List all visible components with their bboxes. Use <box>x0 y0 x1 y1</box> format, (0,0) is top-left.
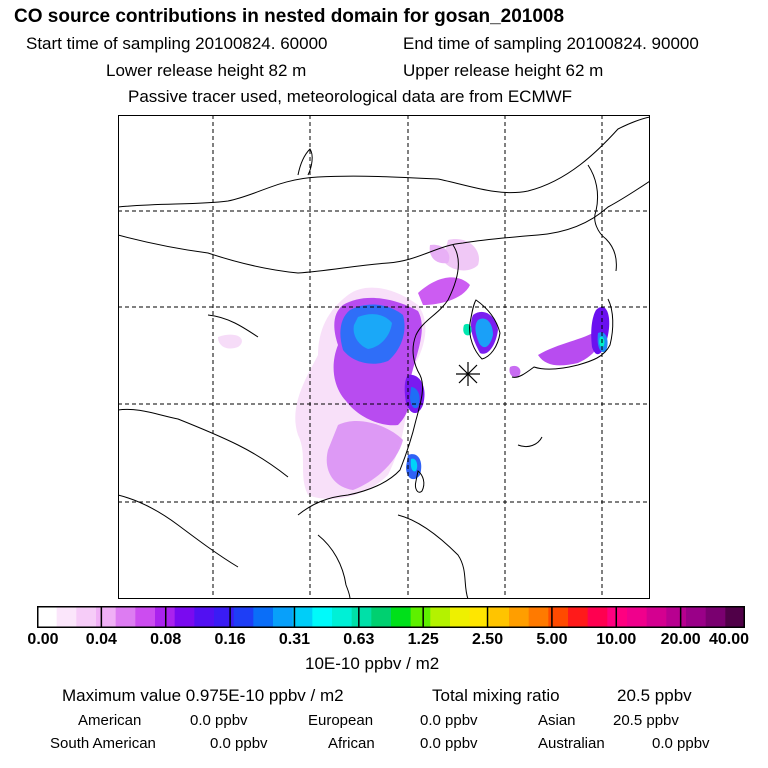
colorbar-cell <box>312 606 333 628</box>
colorbar-tick-label: 0.00 <box>27 631 59 648</box>
lower-release-label: Lower release height 82 m <box>106 61 307 80</box>
region-value-asian: 20.5 ppbv <box>613 712 679 729</box>
total-mixing-value: 20.5 ppbv <box>617 686 692 705</box>
colorbar-tick-label: 1.25 <box>407 631 439 648</box>
total-mixing-label: Total mixing ratio <box>432 686 560 705</box>
region-name-south-american: South American <box>50 735 156 752</box>
colorbar-cell <box>174 606 195 628</box>
colorbar-cell <box>528 606 549 628</box>
colorbar-units: 10E-10 ppbv / m2 <box>305 654 440 673</box>
region-value-australian: 0.0 ppbv <box>652 735 710 752</box>
colorbar-cell <box>587 606 608 628</box>
colorbar-cell <box>233 606 254 628</box>
region-value-south-american: 0.0 ppbv <box>210 735 268 752</box>
start-time-label: Start time of sampling 20100824. 60000 <box>26 34 328 53</box>
plot-title: CO source contributions in nested domain… <box>14 6 565 27</box>
region-name-american: American <box>78 712 142 729</box>
colorbar-cell <box>273 606 294 628</box>
colorbar-tick-label: 0.63 <box>343 631 375 648</box>
colorbar-cell <box>56 606 77 628</box>
colorbar <box>37 606 745 628</box>
colorbar-cell <box>135 606 156 628</box>
colorbar-cell <box>489 606 510 628</box>
colorbar-tick-label: 20.00 <box>660 631 701 648</box>
maximum-value: Maximum value 0.975E-10 ppbv / m2 <box>62 686 344 705</box>
colorbar-cell <box>568 606 589 628</box>
region-name-australian: Australian <box>538 735 605 752</box>
upper-release-label: Upper release height 62 m <box>403 61 604 80</box>
colorbar-cell <box>292 606 313 628</box>
colorbar-cell <box>194 606 215 628</box>
colorbar-cell <box>115 606 136 628</box>
plume-field <box>218 239 610 499</box>
colorbar-tick-label: 0.04 <box>85 631 117 648</box>
colorbar-cell <box>705 606 726 628</box>
region-value-american: 0.0 ppbv <box>190 712 248 729</box>
region-value-african: 0.0 ppbv <box>420 735 478 752</box>
colorbar-tick-label: 0.08 <box>150 631 182 648</box>
colorbar-cell <box>686 606 707 628</box>
colorbar-tick-label: 10.00 <box>596 631 637 648</box>
colorbar-cell <box>37 606 58 628</box>
colorbar-cell <box>607 606 628 628</box>
colorbar-cell <box>76 606 97 628</box>
colorbar-tick-label: 2.50 <box>471 631 504 648</box>
tracer-note: Passive tracer used, meteorological data… <box>128 87 573 106</box>
receptor-marker-icon <box>456 362 480 386</box>
colorbar-cell <box>469 606 490 628</box>
region-name-asian: Asian <box>538 712 576 729</box>
end-time-label: End time of sampling 20100824. 90000 <box>403 34 699 53</box>
colorbar-tick-label: 5.00 <box>536 631 568 648</box>
source-contribution-map <box>118 115 650 599</box>
grid-lines <box>118 115 650 599</box>
coastlines <box>118 116 650 599</box>
colorbar-cell <box>371 606 392 628</box>
colorbar-cell <box>430 606 451 628</box>
colorbar-cell <box>253 606 274 628</box>
region-name-european: European <box>308 712 374 729</box>
colorbar-cell <box>351 606 372 628</box>
colorbar-cell <box>214 606 235 628</box>
colorbar-cell <box>410 606 431 628</box>
colorbar-cell <box>725 606 745 628</box>
colorbar-cell <box>332 606 353 628</box>
colorbar-tick-label: 0.31 <box>278 631 311 648</box>
region-value-european: 0.0 ppbv <box>420 712 478 729</box>
colorbar-cell <box>548 606 569 628</box>
colorbar-cell <box>509 606 530 628</box>
colorbar-tick-label: 40.00 <box>708 631 750 648</box>
colorbar-cell <box>450 606 471 628</box>
region-name-african: African <box>328 735 375 752</box>
colorbar-cell <box>96 606 117 628</box>
colorbar-cell <box>666 606 687 628</box>
colorbar-cell <box>627 606 648 628</box>
colorbar-cell <box>391 606 412 628</box>
colorbar-cell <box>646 606 667 628</box>
colorbar-tick-label: 0.16 <box>214 631 246 648</box>
